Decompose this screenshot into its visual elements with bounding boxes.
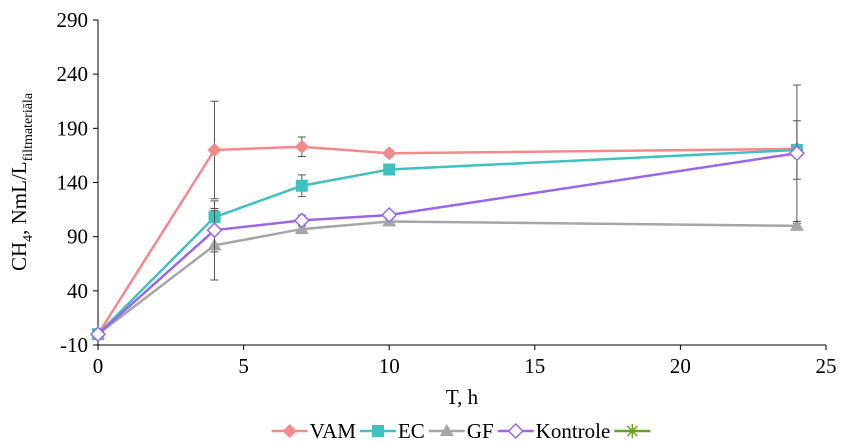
marker [789,218,804,231]
marker [206,222,223,239]
x-tick-label: 10 [379,354,400,378]
series-line [97,220,797,336]
marker [382,146,397,161]
marker [381,206,398,224]
x-tick-label: 20 [670,354,691,378]
marker [294,139,309,154]
legend-label: Kontrole [536,419,611,443]
x-tick-label: 5 [238,354,249,378]
marker [89,326,107,343]
y-axis-label: CH4, NmL/Lfiltmateriāla [7,92,36,271]
y-tick-label: 290 [57,8,89,32]
legend-label: EC [398,419,425,443]
marker [439,424,454,436]
y-tick-label: -10 [60,333,88,357]
marker [282,424,297,438]
marker [371,425,384,437]
y-label-sub: filtmateriāla [21,92,36,161]
marker [625,424,640,438]
y-tick-label: 40 [67,279,88,303]
series-line [97,152,798,336]
marker [293,212,310,229]
marker [383,163,396,176]
x-tick-label: 25 [816,354,837,378]
y-label-sub: 4 [21,235,36,242]
legend-label: GF [467,419,494,443]
marker [507,422,524,440]
y-tick-label: 240 [57,62,89,86]
marker [295,179,308,192]
x-axis-label: T, h [446,385,479,409]
legend-label: VAM [310,419,357,443]
y-tick-label: 90 [67,225,88,249]
marker [788,145,805,162]
y-label-part: CH [7,242,31,271]
x-tick-label: 15 [524,354,545,378]
x-tick-label: 0 [93,354,104,378]
marker [207,143,222,157]
legend: VAM EC GF Kontrole [271,419,651,443]
y-tick-label: 190 [57,116,89,140]
y-tick-label: 140 [57,171,89,195]
y-label-part: , NmL/L [7,161,31,235]
